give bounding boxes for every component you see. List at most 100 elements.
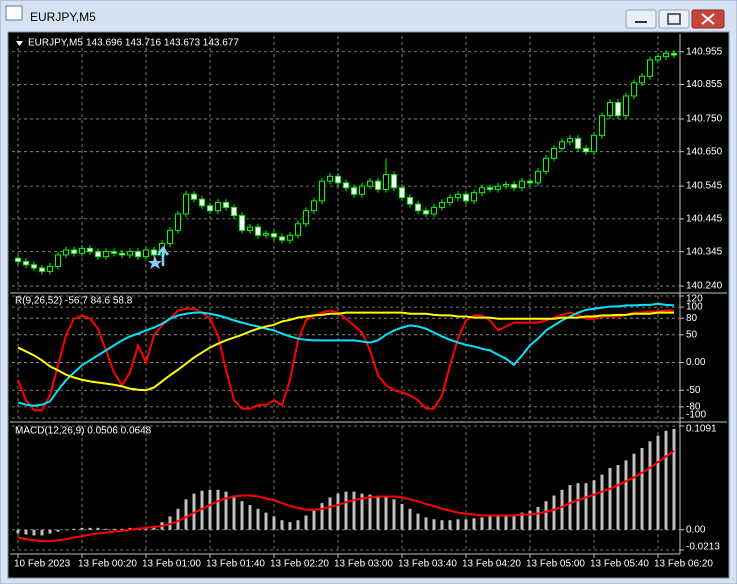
- candle-body: [263, 233, 269, 236]
- histogram-bar: [32, 529, 36, 536]
- y-tick-label: 140.545: [686, 181, 723, 192]
- y-tick-label: -50: [686, 385, 701, 396]
- x-tick-label: 13 Feb 05:00: [526, 559, 585, 570]
- candle-body: [327, 175, 333, 182]
- histogram-bar: [576, 483, 580, 530]
- histogram-bar: [304, 515, 308, 530]
- histogram-bar: [120, 528, 124, 530]
- candle-body: [39, 267, 45, 272]
- histogram-bar: [296, 520, 300, 530]
- candle-body: [543, 157, 549, 172]
- histogram-bar: [608, 467, 612, 530]
- signal-star: [148, 256, 162, 269]
- histogram-bar: [240, 501, 244, 530]
- y-tick-label: 140.955: [686, 46, 723, 57]
- histogram-bar: [568, 485, 572, 530]
- histogram-bar: [528, 510, 532, 530]
- candle-body: [95, 251, 101, 258]
- x-tick-label: 13 Feb 06:20: [654, 559, 713, 570]
- histogram-bar: [200, 490, 204, 530]
- candle-body: [415, 203, 421, 212]
- x-tick-label: 10 Feb 2023: [14, 559, 71, 570]
- histogram-bar: [176, 508, 180, 530]
- histogram-bar: [56, 529, 60, 532]
- symbol-label: EURJPY,M5: [28, 38, 83, 49]
- candle-body: [455, 193, 461, 199]
- candle-body: [335, 175, 341, 184]
- candle-body: [175, 213, 181, 231]
- y-tick-label: 140.445: [686, 214, 723, 225]
- y-tick-label: 140.855: [686, 79, 723, 90]
- window-controls[interactable]: [625, 9, 725, 29]
- candle-body: [15, 257, 21, 262]
- candle-body: [511, 183, 517, 189]
- y-tick-label: 140.750: [686, 114, 723, 125]
- histogram-bar: [112, 528, 116, 530]
- histogram-bar: [368, 494, 372, 530]
- signal-marker: [148, 245, 170, 269]
- candle-body: [143, 249, 149, 258]
- maximize-button[interactable]: [658, 9, 690, 29]
- candle-body: [239, 215, 245, 231]
- candle-body: [519, 180, 525, 189]
- histogram-bar: [264, 512, 268, 530]
- candle-body: [223, 201, 229, 208]
- candle-body: [351, 187, 357, 195]
- candle-body: [119, 252, 125, 256]
- histogram-bar: [456, 519, 460, 530]
- histogram-bar: [336, 493, 340, 530]
- histogram-bar: [256, 508, 260, 530]
- plot: 10 Feb 2023 13 Feb 00:20 13 Feb 01:00 13 Fe…: [10, 34, 727, 570]
- histogram-bar: [432, 519, 436, 530]
- window-title: EURJPY,M5: [30, 10, 96, 24]
- candle-body: [23, 260, 29, 266]
- candle-body: [255, 226, 261, 236]
- histogram-bar: [80, 527, 84, 530]
- candle-body: [231, 206, 237, 217]
- histogram-bar: [272, 516, 276, 530]
- candle-body: [47, 265, 53, 272]
- candle-body: [191, 193, 197, 200]
- histogram-bar: [360, 493, 364, 530]
- candle-body: [591, 134, 597, 153]
- histogram-bar: [224, 491, 228, 530]
- candle-body: [31, 264, 37, 269]
- symbol-menu-arrow[interactable]: [16, 41, 23, 46]
- candle-body: [463, 193, 469, 202]
- histogram-bar: [288, 522, 292, 530]
- histogram-bar: [592, 480, 596, 530]
- y-tick-label: 0.00: [686, 524, 706, 535]
- histogram-bar: [232, 495, 236, 530]
- histogram-bar: [64, 529, 68, 531]
- candle-body: [663, 52, 669, 58]
- candle-body: [399, 187, 405, 199]
- candle-body: [375, 180, 381, 190]
- histogram-bar: [520, 512, 524, 530]
- histogram-bar: [208, 489, 212, 530]
- x-tick-label: 13 Feb 05:40: [590, 559, 649, 570]
- y-tick-label: 80: [686, 313, 698, 324]
- histogram-bar: [656, 435, 660, 530]
- candle-body: [383, 174, 389, 190]
- histogram-bar: [648, 441, 652, 530]
- histogram-bar: [216, 489, 220, 530]
- candle-body: [599, 115, 605, 136]
- histogram-bar: [672, 428, 676, 530]
- histogram-bar: [328, 497, 332, 530]
- minimize-button[interactable]: [625, 9, 657, 29]
- candle-body: [303, 210, 309, 225]
- candle-body: [391, 174, 397, 189]
- histogram-bar: [424, 517, 428, 530]
- candle-body: [343, 182, 349, 189]
- candle-body: [487, 187, 493, 190]
- y-tick-label: 140.345: [686, 246, 723, 257]
- x-tick-label: 13 Feb 01:00: [142, 559, 201, 570]
- candle-body: [207, 205, 213, 212]
- candle-body: [63, 249, 69, 256]
- signal-arrow: [156, 245, 170, 266]
- histogram-bar: [440, 520, 444, 530]
- candle-body: [551, 147, 557, 159]
- window-icon: [5, 5, 23, 21]
- histogram-bar: [280, 520, 284, 530]
- indicator-line: [17, 302, 675, 407]
